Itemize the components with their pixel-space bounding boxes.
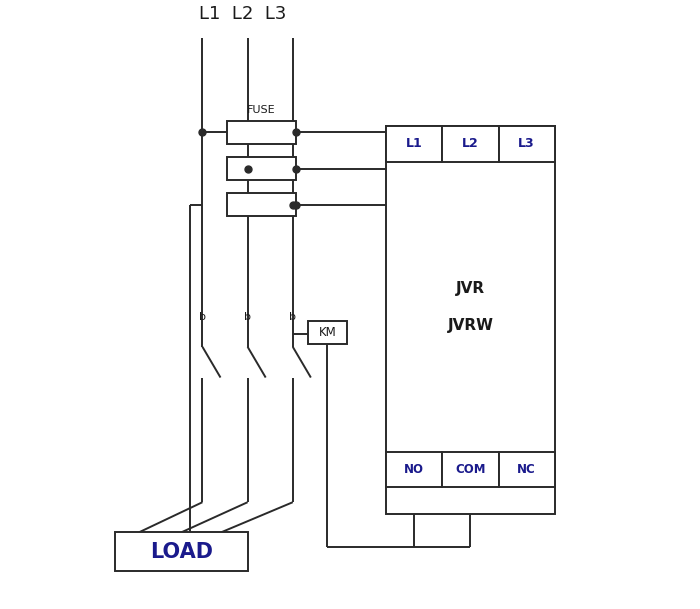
Text: LOAD: LOAD [150,542,213,562]
Text: b: b [244,312,251,322]
Text: COM: COM [455,463,486,476]
Text: JVR: JVR [456,281,485,297]
Text: L1: L1 [406,138,423,150]
Text: L3: L3 [519,138,535,150]
Text: JVRW: JVRW [447,318,494,333]
Text: NC: NC [517,463,536,476]
Bar [498,126,555,162]
Bar [442,126,498,162]
Bar [227,157,296,180]
Bar [227,193,296,216]
Bar [308,321,347,344]
Bar [386,126,442,162]
Text: FUSE: FUSE [247,105,276,115]
Text: b: b [199,312,206,322]
Bar [442,452,498,487]
Bar [386,126,555,514]
Bar [115,532,248,571]
Text: L1  L2  L3: L1 L2 L3 [199,5,287,23]
Bar [498,452,555,487]
Text: L2: L2 [462,138,479,150]
Text: NO: NO [404,463,424,476]
Bar [227,121,296,144]
Bar [386,452,442,487]
Text: b: b [289,312,296,322]
Text: KM: KM [318,326,336,339]
